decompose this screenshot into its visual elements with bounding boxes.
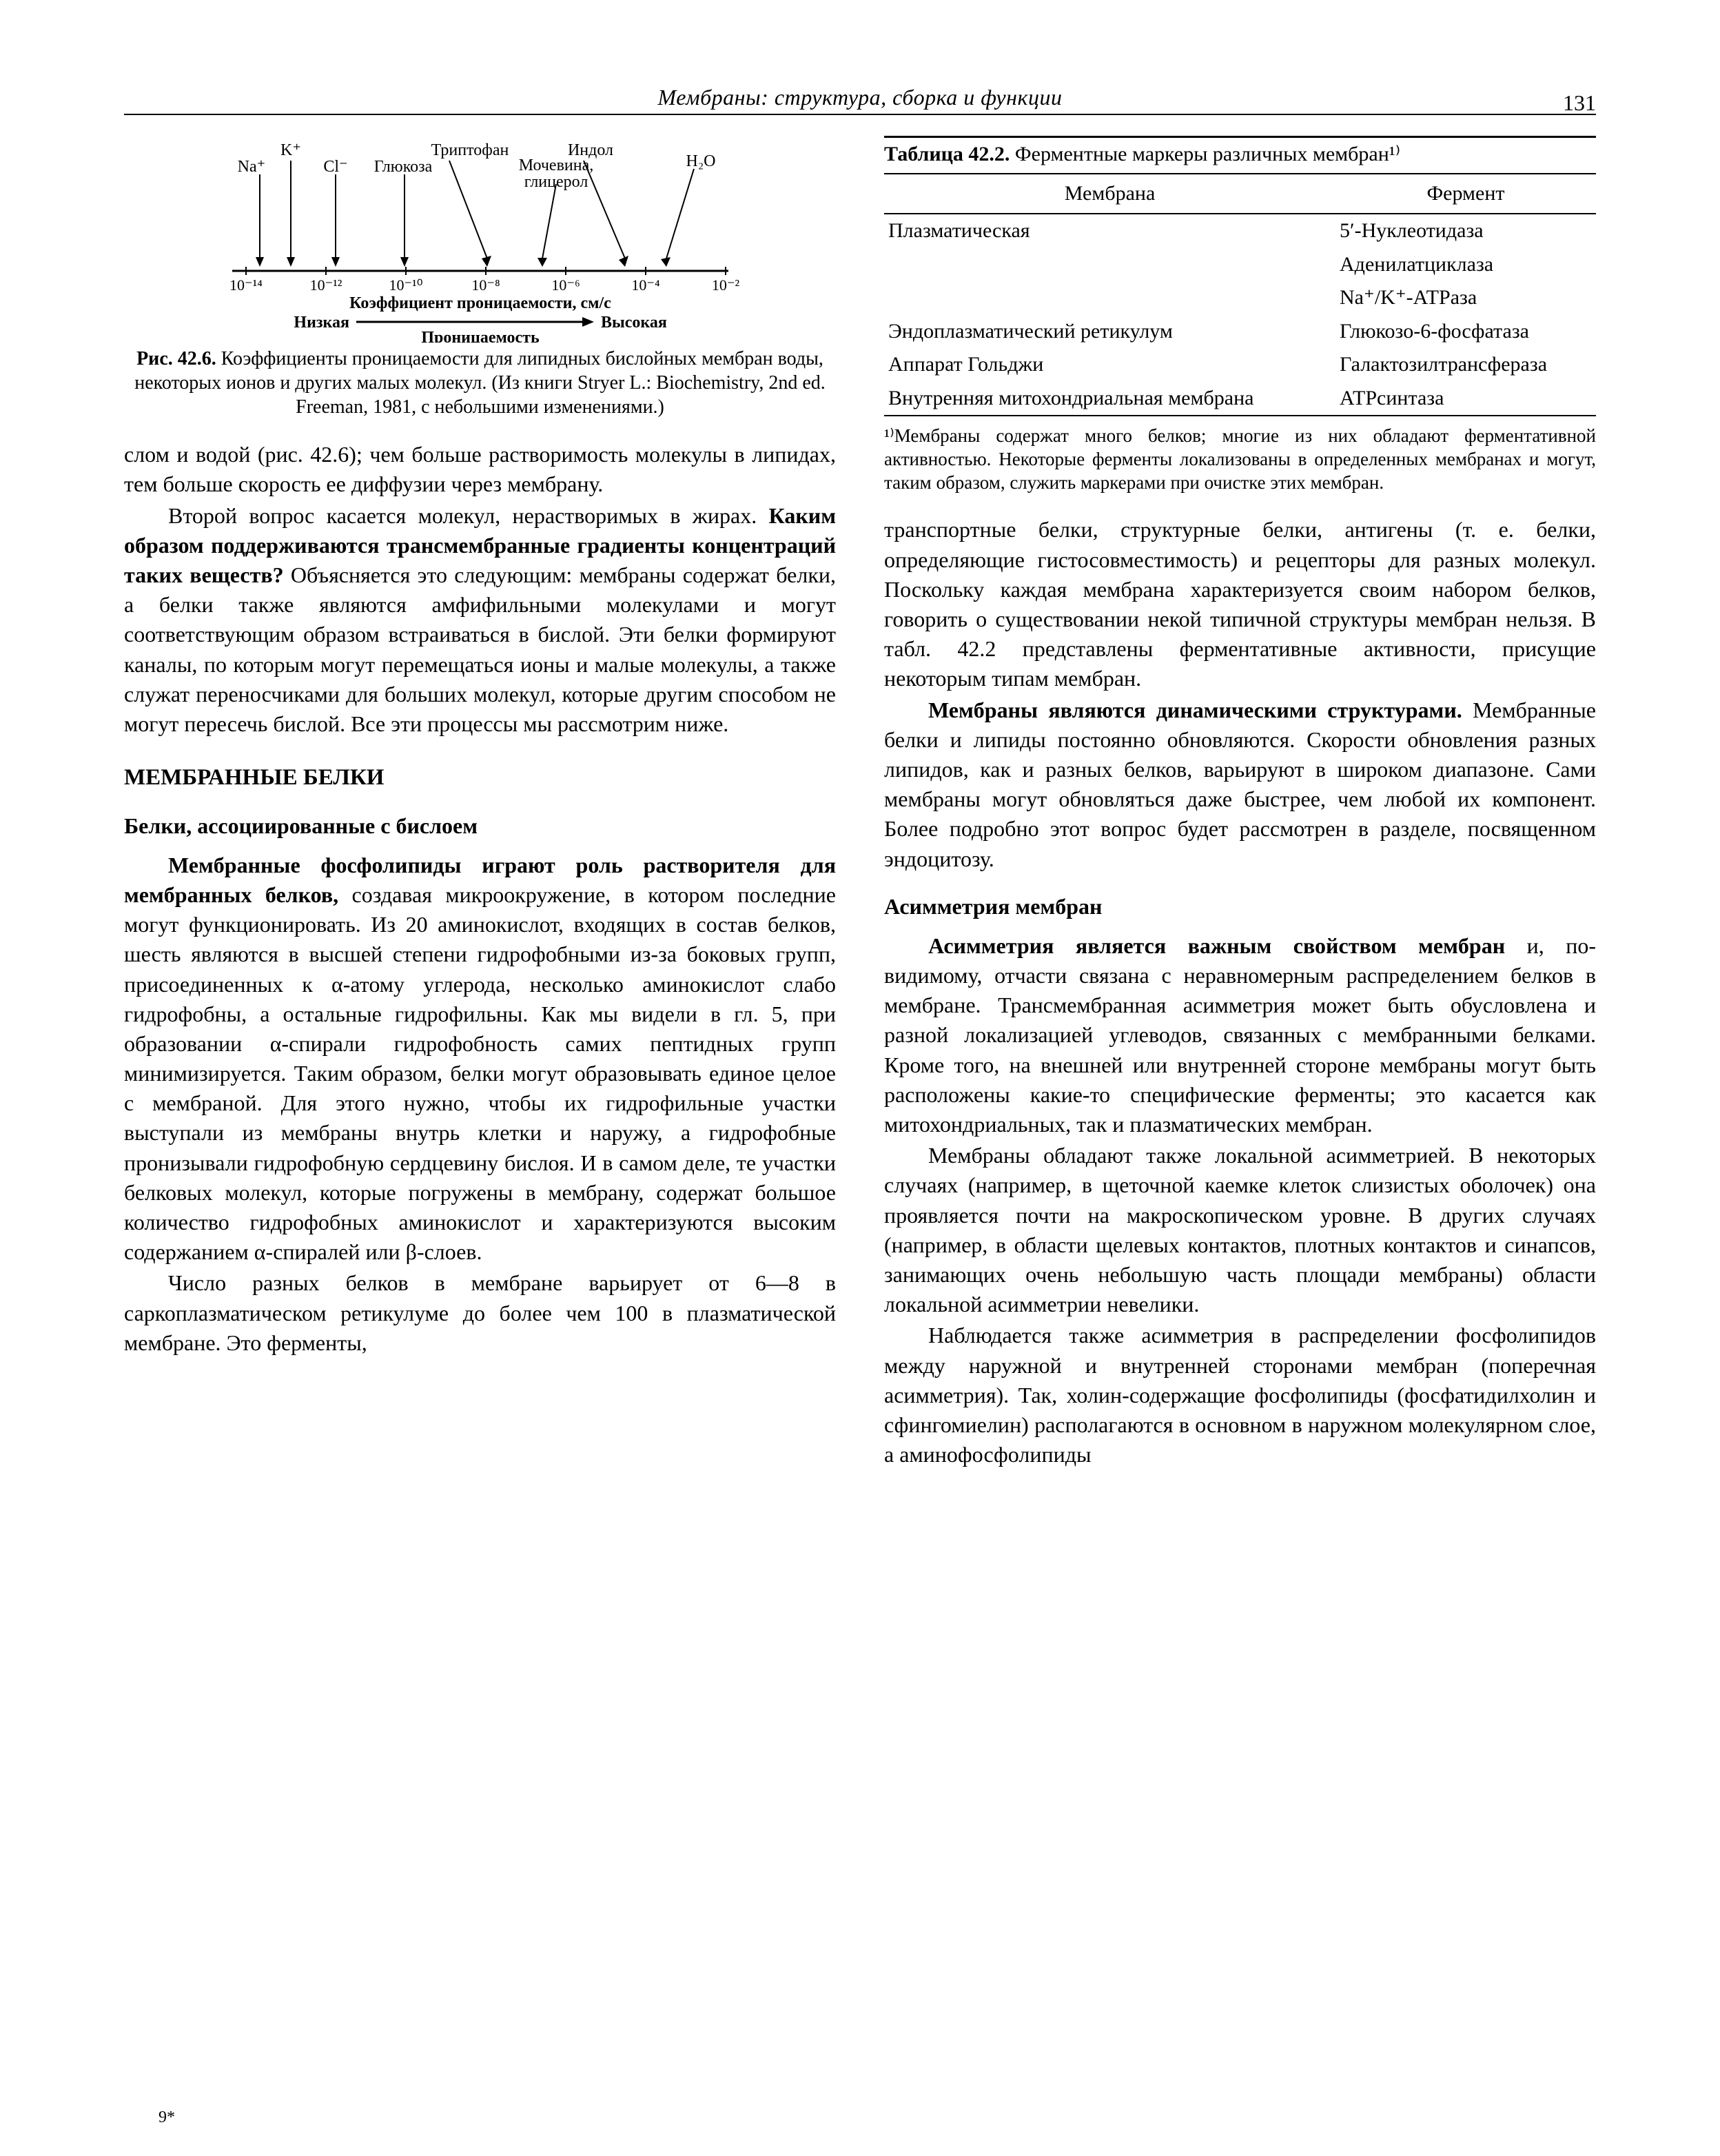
heading-membrane-proteins: МЕМБРАННЫЕ БЕЛКИ — [124, 762, 836, 793]
table-row: Аденилатциклаза — [884, 248, 1596, 282]
fig-label-Glu: Глюкоза — [373, 158, 432, 176]
right-p2-a: Мембраны являются динамическими структур… — [928, 698, 1462, 722]
fig-low-label: Низкая — [294, 314, 349, 332]
fig-tick-4: 10⁻⁶ — [551, 276, 580, 294]
left-p4: Число разных белков в мембране варьирует… — [124, 1268, 836, 1358]
table-footnote: ¹⁾Мембраны содержат много белков; многие… — [884, 425, 1596, 494]
page: Мембраны: структура, сборка и функции 13… — [0, 0, 1720, 2156]
columns: text { font-family: "Times New Roman", T… — [124, 136, 1596, 1471]
figure-42-6: text { font-family: "Times New Roman", T… — [198, 136, 763, 343]
heading-asymmetry: Асимметрия мембран — [884, 892, 1596, 922]
fig-tick-2: 10⁻¹⁰ — [389, 276, 422, 294]
fig-label-Indole: Индол — [567, 141, 613, 159]
left-p2-a: Второй вопрос касается молекул, нераство… — [168, 503, 769, 528]
table-42-2: Мембрана Фермент Плазматическая5′-Нуклео… — [884, 173, 1596, 417]
heading-assoc: Белки, ассоциированные с бислоем — [124, 811, 836, 841]
table-row: Na⁺/K⁺-АТРаза — [884, 281, 1596, 315]
table-head-enzyme: Фермент — [1335, 174, 1596, 214]
left-p2: Второй вопрос касается молекул, нераство… — [124, 501, 836, 740]
left-p3: Мембранные фосфолипиды играют роль раств… — [124, 851, 836, 1268]
right-p3-b: и, по-видимому, отчасти связана с неравн… — [884, 933, 1596, 1137]
fig-label-Trp: Триптофан — [431, 141, 509, 159]
right-column: Таблица 42.2. Ферментные маркеры различн… — [884, 136, 1596, 1471]
fig-tick-1: 10⁻¹² — [309, 276, 342, 294]
foot-marker: 9* — [158, 2106, 175, 2128]
fig-bottom-label: Проницаемость — [421, 329, 540, 343]
table-row: Аппарат ГольджиГалактозилтрансфераза — [884, 348, 1596, 382]
table-head-membrane: Мембрана — [884, 174, 1335, 214]
left-p1: слом и водой (рис. 42.6); чем больше рас… — [124, 440, 836, 499]
fig-label-K: K⁺ — [280, 141, 301, 159]
left-p2-c: Объясняется это следующим: мембраны соде… — [124, 562, 836, 736]
right-p2: Мембраны являются динамическими структур… — [884, 695, 1596, 874]
fig-tick-0: 10⁻¹⁴ — [229, 276, 263, 294]
running-head: Мембраны: структура, сборка и функции — [124, 83, 1596, 115]
fig-high-label: Высокая — [601, 314, 667, 332]
left-p3-b: создавая микроокружение, в котором после… — [124, 882, 836, 1264]
table-row: Эндоплазматический ретикулумГлюкозо-6-фо… — [884, 315, 1596, 349]
fig-tick-3: 10⁻⁸ — [471, 276, 500, 294]
fig-label-Cl: Cl⁻ — [323, 158, 347, 176]
figure-caption-lead: Рис. 42.6. — [136, 348, 216, 369]
fig-tick-5: 10⁻⁴ — [631, 276, 660, 294]
fig-tick-6: 10⁻² — [711, 276, 739, 294]
figure-caption: Рис. 42.6. Коэффициенты проницаемости дл… — [124, 347, 836, 419]
table-row: Плазматическая5′-Нуклеотидаза — [884, 214, 1596, 248]
table-title-lead: Таблица 42.2. — [884, 143, 1010, 165]
right-p4: Мембраны обладают также локальной асимме… — [884, 1141, 1596, 1319]
right-p2-b: Мембранные белки и липиды постоянно обно… — [884, 698, 1596, 871]
fig-label-H2O: H₂O — [686, 152, 715, 170]
fig-label-Glycerol: глицерол — [524, 173, 588, 191]
table-title-body: Ферментные маркеры различных мембран¹⁾ — [1010, 143, 1400, 165]
table-title: Таблица 42.2. Ферментные маркеры различн… — [884, 136, 1596, 169]
right-p1: транспортные белки, структурные белки, а… — [884, 515, 1596, 693]
right-p3: Асимметрия является важным свойством мем… — [884, 931, 1596, 1139]
fig-axis-label: Коэффициент проницаемости, см/с — [349, 294, 611, 312]
table-row: Внутренняя митохондриальная мембранаАТРс… — [884, 382, 1596, 416]
left-column: text { font-family: "Times New Roman", T… — [124, 136, 836, 1471]
figure-caption-body: Коэффициенты проницаемости для липидных … — [134, 348, 826, 418]
page-number: 131 — [1563, 88, 1596, 118]
fig-label-Na: Na⁺ — [237, 158, 265, 176]
right-p3-a: Асимметрия является важным свойством мем… — [928, 933, 1505, 958]
right-p5: Наблюдается также асимметрия в распредел… — [884, 1321, 1596, 1469]
